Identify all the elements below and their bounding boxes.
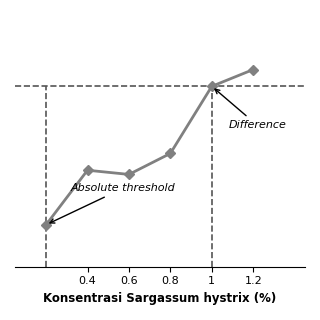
X-axis label: Konsentrasi Sargassum hystrix (%): Konsentrasi Sargassum hystrix (%) <box>44 292 276 305</box>
Text: Difference: Difference <box>215 89 286 130</box>
Text: Absolute threshold: Absolute threshold <box>50 183 176 223</box>
